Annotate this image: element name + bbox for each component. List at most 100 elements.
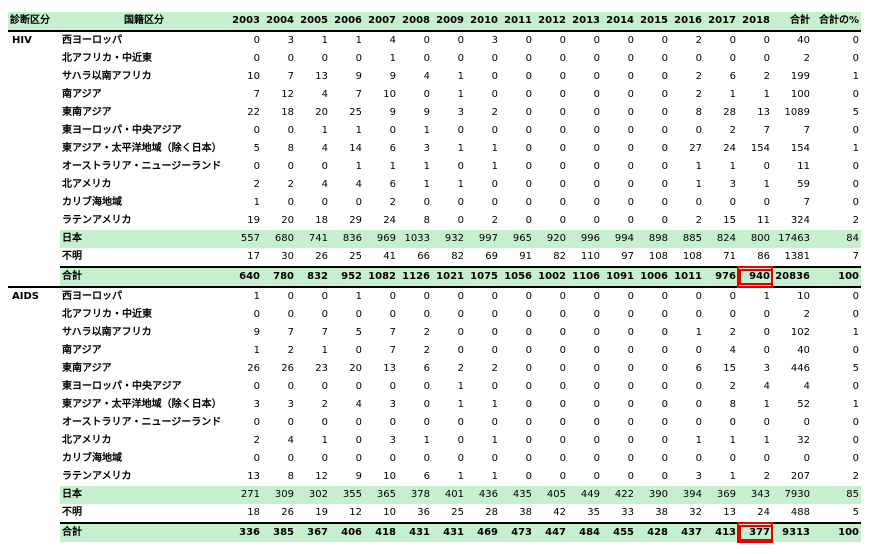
year-value-cell: 0	[763, 197, 770, 208]
year-value-cell: 0	[704, 286, 738, 306]
row-percent-cell: 0	[812, 286, 861, 306]
table-row: 北アメリカ 2 4 1 0 3 1 0 1 0 0 0 0 0 1 1 1 32 0	[8, 432, 861, 450]
year-value-cell: 413	[704, 522, 738, 542]
year-value-cell: 10	[383, 471, 396, 482]
year-value-cell: 0	[287, 53, 294, 64]
year-header: 2003	[228, 12, 262, 32]
year-value-cell: 994	[602, 230, 636, 248]
year-value-cell: 14	[349, 143, 362, 154]
year-value-cell: 1	[457, 399, 464, 410]
year-value-cell: 9	[389, 107, 396, 118]
year-value-cell: 2	[695, 71, 702, 82]
table-row: サハラ以南アフリカ 10 7 13 9 9 4 1 0 0 0 0 0 0 2 6 2 199 1	[8, 68, 861, 86]
year-value-cell: 0	[593, 125, 600, 136]
year-value-cell: 2	[695, 215, 702, 226]
year-value-cell: 18	[315, 215, 328, 226]
diagnosis-category: HIV	[12, 35, 32, 46]
year-value-cell: 0	[287, 453, 294, 464]
year-value-cell: 9	[355, 71, 362, 82]
year-value-cell: 0	[661, 471, 668, 482]
year-value-cell: 1	[253, 345, 260, 356]
year-value-cell: 7	[389, 327, 396, 338]
table-row: 不明 17 30 26 25 41 66 82 69 91 82 110 97 108 108 71 86 138…	[8, 248, 861, 267]
row-percent-cell: 85	[812, 486, 861, 504]
year-value-cell: 0	[525, 89, 532, 100]
year-value-cell: 1	[423, 179, 430, 190]
year-value-cell: 9	[253, 327, 260, 338]
row-percent-cell: 0	[852, 381, 859, 392]
year-value-cell: 13	[247, 471, 260, 482]
diagnosis-category-empty	[8, 230, 60, 248]
year-value-cell: 0	[525, 345, 532, 356]
table-row: 北アメリカ 2 2 4 4 6 1 1 0 0 0 0 0 0 1 3 1 59 0	[8, 176, 861, 194]
region-label: 東アジア・太平洋地域（除く日本）	[62, 399, 222, 410]
row-percent-cell: 2	[852, 471, 859, 482]
year-value-cell: 33	[621, 507, 634, 518]
year-value-cell: 7	[355, 89, 362, 100]
year-value-cell: 0	[525, 215, 532, 226]
year-value-cell: 3	[695, 471, 702, 482]
year-value-cell: 0	[491, 71, 498, 82]
year-value-cell: 832	[296, 266, 330, 287]
year-value-cell: 0	[559, 327, 566, 338]
row-total-cell: 199	[790, 71, 810, 82]
year-value-cell: 3	[491, 35, 498, 46]
year-value-cell: 0	[287, 309, 294, 320]
region-label: 合計	[60, 522, 228, 542]
row-total-cell: 17463	[772, 230, 812, 248]
year-value-cell: 0	[627, 89, 634, 100]
year-value-cell: 0	[253, 161, 260, 172]
year-value-cell: 0	[627, 125, 634, 136]
year-value-cell: 1	[763, 179, 770, 190]
year-value-cell: 2	[389, 197, 396, 208]
year-value-cell: 996	[568, 230, 602, 248]
year-value-cell: 11	[757, 215, 770, 226]
header-row: 診断区分 国籍区分 2003 2004 2005 2006 2007 2008 2009 20…	[8, 12, 861, 32]
year-value-cell: 0	[559, 53, 566, 64]
year-value-cell: 369	[704, 486, 738, 504]
year-value-cell: 0	[525, 417, 532, 428]
year-value-cell: 13	[383, 363, 396, 374]
row-total-cell: 7	[803, 125, 810, 136]
year-value-cell: 27	[689, 143, 702, 154]
table-row: 日本 557 680 741 836 969 1033 932 997 965 920 996 994 8…	[8, 230, 861, 248]
row-total-cell: 154	[790, 143, 810, 154]
year-value-cell: 0	[296, 286, 330, 306]
year-value-cell: 17	[247, 251, 260, 262]
year-header: 2009	[432, 12, 466, 32]
year-value-cell: 0	[525, 399, 532, 410]
year-value-cell: 0	[627, 179, 634, 190]
year-value-cell: 0	[491, 453, 498, 464]
year-value-cell: 5	[253, 143, 260, 154]
row-percent-cell: 0	[852, 179, 859, 190]
row-percent-cell: 100	[812, 522, 861, 542]
year-value-cell: 0	[525, 327, 532, 338]
year-value-cell: 0	[695, 381, 702, 392]
row-total-cell: 2	[803, 53, 810, 64]
year-header: 2017	[704, 12, 738, 32]
year-value-cell: 0	[661, 179, 668, 190]
diagnosis-category-empty	[8, 122, 60, 140]
region-label: 西ヨーロッパ	[60, 286, 228, 306]
year-value-cell: 0	[321, 197, 328, 208]
year-value-cell: 437	[670, 522, 704, 542]
year-value-cell: 0	[253, 309, 260, 320]
year-value-cell: 3	[389, 399, 396, 410]
year-value-cell: 0	[593, 453, 600, 464]
total-row: 合計 336 385 367 406 418 431 431 469 473 447 484 455 42…	[8, 522, 861, 543]
year-value-cell: 1	[491, 161, 498, 172]
table-row: 南アジア 1 2 1 0 7 2 0 0 0 0 0 0 0 0 4 0 40 0	[8, 342, 861, 360]
diagnosis-category-empty	[8, 504, 60, 523]
diagnosis-category-empty	[8, 324, 60, 342]
year-value-cell: 0	[593, 471, 600, 482]
region-label: 東南アジア	[62, 107, 112, 118]
year-value-cell: 5	[355, 327, 362, 338]
year-value-cell: 336	[228, 522, 262, 542]
year-value-cell: 108	[648, 251, 668, 262]
year-value-cell: 0	[423, 381, 430, 392]
year-value-cell: 0	[287, 417, 294, 428]
year-value-cell: 1	[457, 71, 464, 82]
year-value-cell: 271	[228, 486, 262, 504]
year-value-cell: 0	[593, 309, 600, 320]
year-value-cell: 4	[321, 179, 328, 190]
